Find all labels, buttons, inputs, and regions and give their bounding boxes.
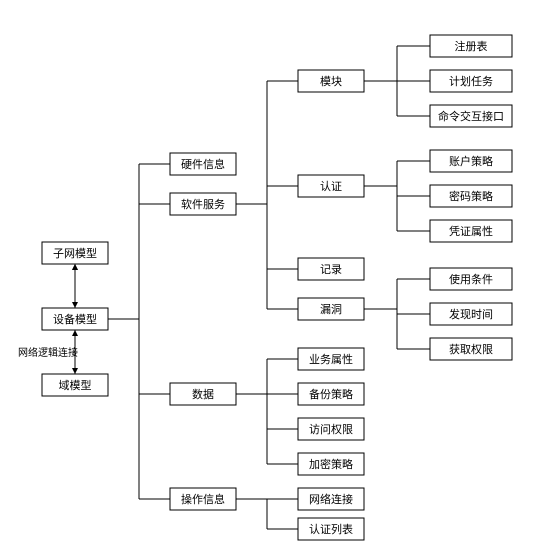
svg-text:凭证属性: 凭证属性: [449, 224, 493, 238]
node-operation-info: 操作信息: [170, 488, 236, 510]
node-auth-list: 认证列表: [298, 518, 364, 540]
svg-text:域模型: 域模型: [59, 378, 92, 392]
node-cli-interface: 命令交互接口: [430, 105, 512, 127]
node-discover-time: 发现时间: [430, 303, 512, 325]
node-authentication: 认证: [298, 175, 364, 197]
svg-text:业务属性: 业务属性: [309, 352, 353, 366]
svg-text:获取权限: 获取权限: [449, 343, 493, 356]
node-registry: 注册表: [430, 35, 512, 57]
node-backup-policy: 备份策略: [298, 383, 364, 405]
svg-text:数据: 数据: [192, 387, 214, 401]
node-subnet-model: 子网模型: [42, 242, 108, 264]
node-password-policy: 密码策略: [430, 185, 512, 207]
svg-text:操作信息: 操作信息: [181, 492, 225, 506]
node-access-rights: 访问权限: [298, 418, 364, 440]
label-logical-link: 网络逻辑连接: [18, 346, 78, 359]
node-hardware-info: 硬件信息: [170, 153, 236, 175]
node-account-policy: 账户策略: [430, 150, 512, 172]
svg-text:使用条件: 使用条件: [449, 272, 493, 286]
node-device-model: 设备模型: [42, 308, 108, 330]
node-scheduled-tasks: 计划任务: [430, 70, 512, 92]
node-get-privilege: 获取权限: [430, 338, 512, 360]
node-encrypt-policy: 加密策略: [298, 453, 364, 475]
svg-text:软件服务: 软件服务: [181, 197, 225, 211]
svg-text:硬件信息: 硬件信息: [181, 157, 225, 171]
model-tree-diagram: 子网模型设备模型域模型 网络逻辑连接 硬件信息软件服务数据操作信息 模块认证记录漏洞业…: [0, 0, 555, 546]
svg-text:加密策略: 加密策略: [309, 457, 353, 471]
svg-text:漏洞: 漏洞: [320, 303, 342, 316]
svg-text:网络连接: 网络连接: [309, 492, 353, 506]
svg-text:密码策略: 密码策略: [449, 189, 493, 203]
svg-text:访问权限: 访问权限: [309, 423, 353, 436]
svg-text:账户策略: 账户策略: [449, 154, 493, 168]
node-use-condition: 使用条件: [430, 268, 512, 290]
svg-text:记录: 记录: [320, 263, 342, 276]
node-credential-attr: 凭证属性: [430, 220, 512, 242]
svg-text:认证: 认证: [320, 180, 342, 193]
svg-text:备份策略: 备份策略: [309, 387, 353, 401]
node-domain-model: 域模型: [42, 374, 108, 396]
node-record: 记录: [298, 258, 364, 280]
node-software-service: 软件服务: [170, 193, 236, 215]
node-data: 数据: [170, 383, 236, 405]
node-network-conn: 网络连接: [298, 488, 364, 510]
svg-text:设备模型: 设备模型: [53, 312, 97, 326]
svg-text:命令交互接口: 命令交互接口: [438, 109, 504, 123]
svg-text:子网模型: 子网模型: [53, 246, 97, 260]
svg-text:认证列表: 认证列表: [309, 522, 353, 536]
node-vulnerability: 漏洞: [298, 298, 364, 320]
svg-text:注册表: 注册表: [455, 39, 488, 53]
node-business-attr: 业务属性: [298, 348, 364, 370]
svg-text:发现时间: 发现时间: [449, 307, 493, 321]
node-module: 模块: [298, 70, 364, 92]
svg-text:计划任务: 计划任务: [449, 75, 493, 88]
svg-text:模块: 模块: [320, 75, 342, 88]
